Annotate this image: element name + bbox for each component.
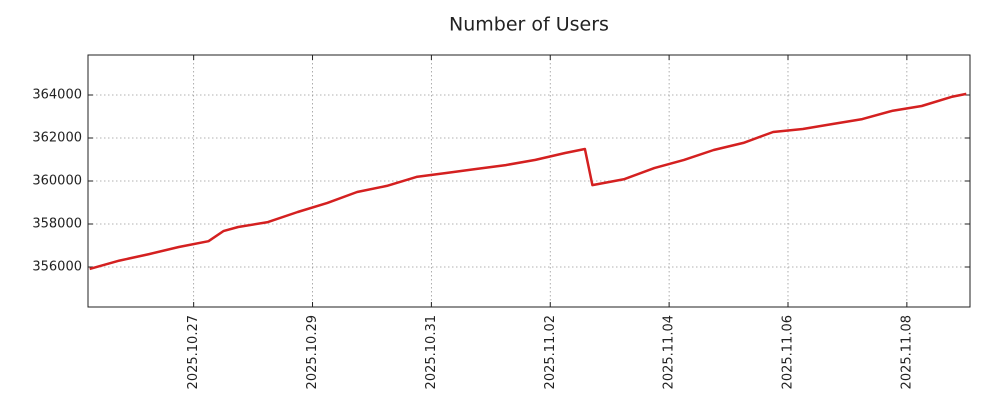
data-line [89,92,967,271]
x-tick-label: 2025.11.04 [662,315,677,389]
x-tick-label: 2025.10.31 [424,315,439,389]
y-tick-label: 360000 [32,174,82,189]
x-tick-label: 2025.11.02 [543,315,558,389]
plot-frame [87,54,971,308]
x-tick-label: 2025.10.29 [305,315,320,389]
chart-title: Number of Users [449,14,609,36]
y-tick-label: 364000 [32,87,82,102]
x-tick-label: 2025.11.06 [780,315,795,389]
y-tick-label: 362000 [32,130,82,145]
x-tick-label: 2025.10.27 [186,315,201,389]
y-tick-label: 356000 [32,260,82,275]
y-tick-label: 358000 [32,217,82,232]
x-tick-label: 2025.11.08 [899,315,914,389]
